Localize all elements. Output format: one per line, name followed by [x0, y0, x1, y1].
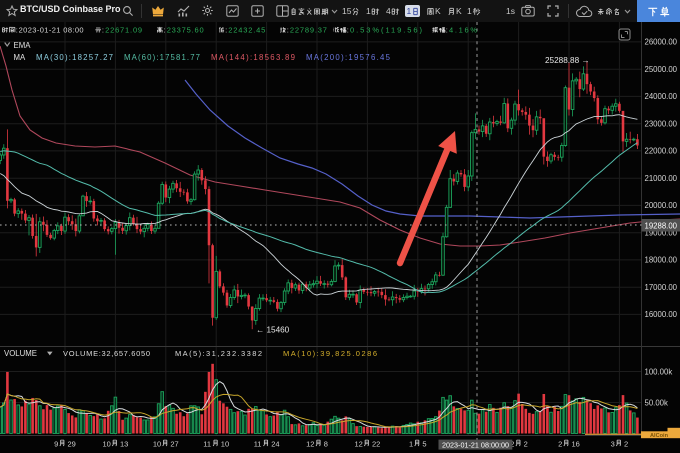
svg-text:2: 2 — [558, 440, 562, 449]
svg-text:22: 22 — [372, 440, 380, 449]
svg-text:VOLUME: VOLUME — [4, 349, 37, 358]
svg-text:MA(60):17581.77: MA(60):17581.77 — [124, 53, 200, 62]
svg-text:26000.00: 26000.00 — [645, 38, 678, 47]
svg-text::: : — [164, 26, 166, 35]
svg-text:12: 12 — [306, 440, 314, 449]
svg-text:1: 1 — [409, 440, 413, 449]
svg-text:MA(200):19576.45: MA(200):19576.45 — [306, 53, 391, 62]
svg-text:16000.00: 16000.00 — [645, 310, 678, 319]
svg-text:3: 3 — [611, 440, 615, 449]
svg-text:0.53%(119.56): 0.53%(119.56) — [350, 26, 423, 35]
svg-text:11: 11 — [254, 440, 262, 449]
svg-text:23000.00: 23000.00 — [645, 120, 678, 129]
svg-text:24000.00: 24000.00 — [645, 92, 678, 101]
svg-text:20000.00: 20000.00 — [645, 201, 678, 210]
svg-text:MA: MA — [14, 53, 26, 62]
svg-text:25000.00: 25000.00 — [645, 65, 678, 74]
svg-text:10: 10 — [221, 440, 229, 449]
svg-text:10: 10 — [103, 440, 111, 449]
svg-text:25288.88 →: 25288.88 → — [545, 56, 590, 65]
svg-text:10: 10 — [153, 440, 161, 449]
svg-text::: : — [446, 26, 448, 35]
svg-text:21000.00: 21000.00 — [645, 174, 678, 183]
svg-text:8: 8 — [324, 440, 328, 449]
svg-text:18000.00: 18000.00 — [645, 256, 678, 265]
svg-text:100.00k: 100.00k — [645, 367, 673, 376]
svg-text:2023-01-21 08:00:00: 2023-01-21 08:00:00 — [442, 440, 509, 449]
svg-text:16: 16 — [572, 440, 580, 449]
svg-text:17000.00: 17000.00 — [645, 283, 678, 292]
svg-text:VOLUME:32,657.6050: VOLUME:32,657.6050 — [63, 349, 150, 358]
svg-text:12: 12 — [355, 440, 363, 449]
svg-text:EMA: EMA — [14, 41, 32, 50]
svg-text:2023-01-21 08:00: 2023-01-21 08:00 — [19, 26, 84, 35]
svg-text:22671.09: 22671.09 — [105, 26, 142, 35]
svg-text:MA(5):31,232.3382: MA(5):31,232.3382 — [175, 349, 262, 358]
svg-text:19000.00: 19000.00 — [645, 229, 678, 238]
svg-text:22432.45: 22432.45 — [228, 26, 265, 35]
svg-text:9: 9 — [54, 440, 58, 449]
svg-text:19288.00: 19288.00 — [645, 222, 678, 231]
svg-text:24: 24 — [271, 440, 279, 449]
svg-text:22789.37: 22789.37 — [290, 26, 327, 35]
svg-text:11: 11 — [203, 440, 211, 449]
svg-text:MA(10):39,825.0286: MA(10):39,825.0286 — [283, 349, 377, 358]
svg-text:AICoin: AICoin — [650, 433, 669, 439]
svg-text:2: 2 — [624, 440, 628, 449]
svg-text::: : — [102, 26, 104, 35]
svg-text:50.00k: 50.00k — [645, 398, 669, 407]
svg-text:5: 5 — [422, 440, 426, 449]
svg-text:29: 29 — [68, 440, 76, 449]
svg-text::: : — [16, 26, 18, 35]
svg-text:MA(30):18257.27: MA(30):18257.27 — [36, 53, 113, 62]
svg-text:22000.00: 22000.00 — [645, 147, 678, 156]
svg-text::: : — [225, 26, 227, 35]
svg-text::: : — [347, 26, 349, 35]
svg-text:23375.60: 23375.60 — [167, 26, 204, 35]
svg-text:MA(144):18563.89: MA(144):18563.89 — [211, 53, 295, 62]
svg-text:13: 13 — [120, 440, 128, 449]
svg-text:2: 2 — [524, 440, 528, 449]
svg-text::: : — [287, 26, 289, 35]
svg-text:← 15460: ← 15460 — [256, 326, 290, 335]
svg-text:27: 27 — [170, 440, 178, 449]
